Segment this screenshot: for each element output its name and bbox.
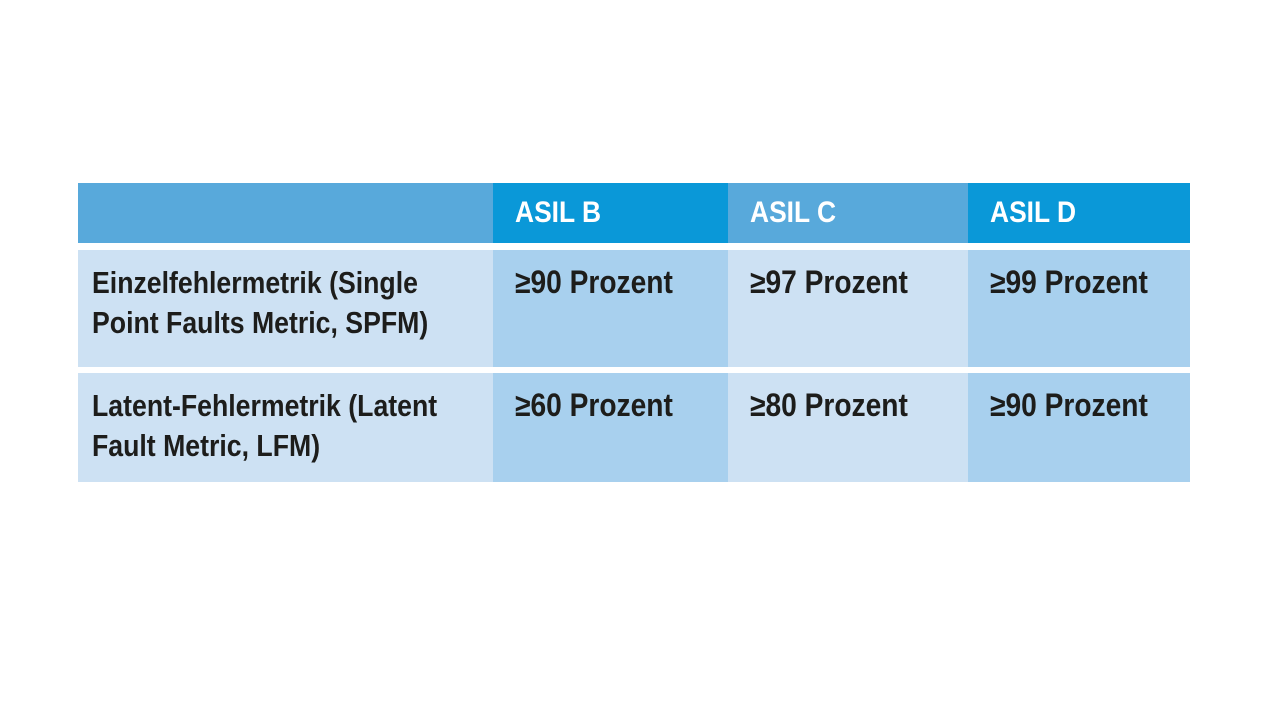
table-header-row: ASIL B ASIL C ASIL D (78, 183, 1190, 243)
metric-value: ≥97 Prozent (750, 264, 908, 300)
value-cell-asil-d: ≥90 Prozent (968, 373, 1190, 482)
metric-value: ≥99 Prozent (990, 264, 1148, 300)
table-row-spfm: Einzelfehlermetrik (Single Point Faults … (78, 250, 1190, 367)
table-row-lfm: Latent-Fehlermetrik (Latent Fault Metric… (78, 373, 1190, 482)
row-label-cell: Latent-Fehlermetrik (Latent Fault Metric… (78, 373, 493, 482)
column-header-label: ASIL C (750, 196, 837, 229)
asil-metrics-table: ASIL B ASIL C ASIL D Einzelfehlermetrik … (78, 183, 1190, 482)
header-cell-asil-d: ASIL D (968, 183, 1190, 243)
metric-value: ≥80 Prozent (750, 387, 908, 423)
value-cell-asil-d: ≥99 Prozent (968, 250, 1190, 367)
metric-value: ≥90 Prozent (990, 387, 1148, 423)
row-label: Einzelfehlermetrik (Single Point Faults … (92, 265, 429, 340)
column-header-label: ASIL D (990, 196, 1077, 229)
value-cell-asil-c: ≥97 Prozent (728, 250, 968, 367)
metric-value: ≥60 Prozent (515, 387, 673, 423)
row-label: Latent-Fehlermetrik (Latent Fault Metric… (92, 388, 438, 463)
value-cell-asil-b: ≥60 Prozent (493, 373, 728, 482)
column-header-label: ASIL B (515, 196, 602, 229)
row-label-cell: Einzelfehlermetrik (Single Point Faults … (78, 250, 493, 367)
value-cell-asil-c: ≥80 Prozent (728, 373, 968, 482)
header-cell-asil-b: ASIL B (493, 183, 728, 243)
value-cell-asil-b: ≥90 Prozent (493, 250, 728, 367)
header-cell-asil-c: ASIL C (728, 183, 968, 243)
header-cell-empty (78, 183, 493, 243)
metric-value: ≥90 Prozent (515, 264, 673, 300)
